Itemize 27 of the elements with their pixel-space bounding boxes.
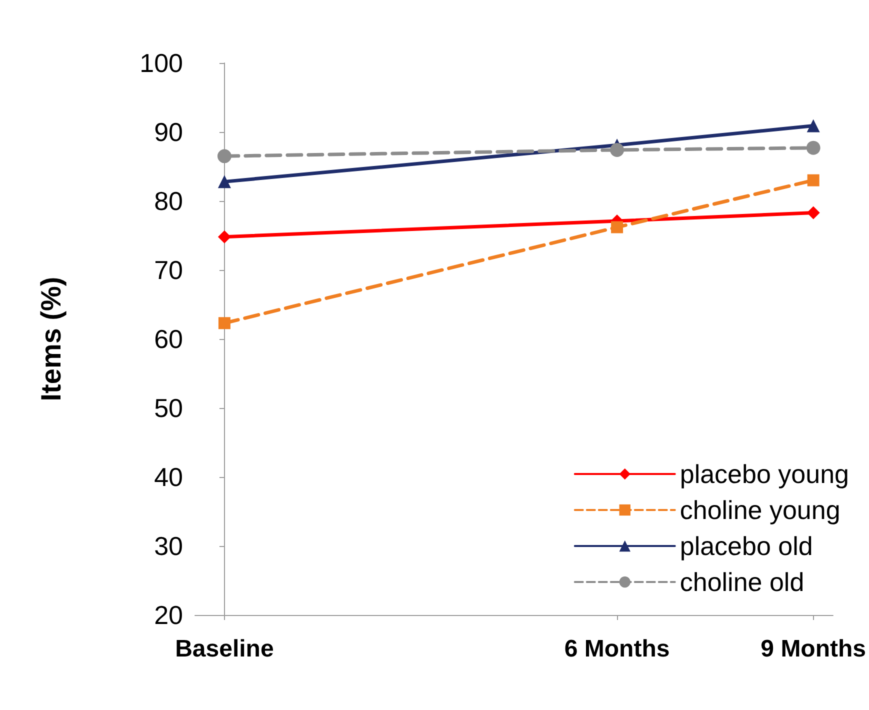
point xyxy=(218,175,231,188)
y-tick-label: 70 xyxy=(154,255,183,285)
y-tick-label: 20 xyxy=(154,600,183,630)
legend-label: choline old xyxy=(680,567,804,597)
point xyxy=(806,140,820,155)
x-tick-label: 9 Months xyxy=(760,636,866,662)
legend-label: placebo young xyxy=(680,459,849,489)
x-tick-label: 6 Months xyxy=(564,636,670,662)
point xyxy=(218,317,230,330)
y-tick-label: 40 xyxy=(154,462,183,492)
point xyxy=(611,221,624,234)
y-tick-label: 100 xyxy=(140,48,183,78)
y-tick-label: 80 xyxy=(154,186,183,216)
point xyxy=(218,230,231,244)
x-tick-label: Baseline xyxy=(175,636,274,662)
point xyxy=(806,206,820,220)
point xyxy=(217,149,232,164)
legend-label: placebo old xyxy=(680,531,813,561)
legend-label: choline young xyxy=(680,495,840,525)
point xyxy=(610,142,624,157)
y-tick-label: 90 xyxy=(154,117,183,147)
y-tick-label: 50 xyxy=(154,393,183,423)
point xyxy=(806,119,820,132)
point xyxy=(807,174,820,186)
y-axis-title: Items (%) xyxy=(36,276,66,402)
y-tick-label: 60 xyxy=(154,324,183,354)
y-tick-label: 30 xyxy=(154,531,183,561)
